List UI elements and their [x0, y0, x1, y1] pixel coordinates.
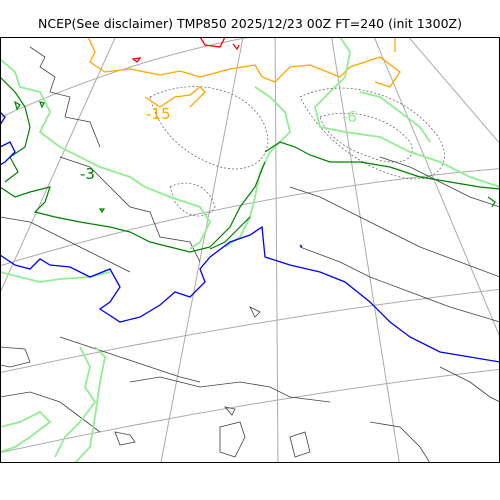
- latlon-grid: [0, 37, 500, 463]
- dashed-contours: [149, 86, 445, 217]
- contour-label-minus-6: -6: [342, 108, 357, 126]
- map-title: NCEP(See disclaimer) TMP850 2025/12/23 0…: [38, 16, 462, 31]
- contour-label-minus-15: -15: [146, 105, 171, 123]
- map-frame: [0, 37, 500, 463]
- blue-contour: [0, 111, 500, 363]
- red-contour: [131, 37, 240, 63]
- weather-map: -15 -3 -6: [0, 37, 500, 463]
- green-contours: [0, 76, 500, 253]
- orange-contour: [87, 37, 401, 108]
- coastlines: [0, 46, 500, 463]
- lightgreen-contours: [0, 37, 500, 463]
- contour-label-minus-3: -3: [80, 165, 95, 183]
